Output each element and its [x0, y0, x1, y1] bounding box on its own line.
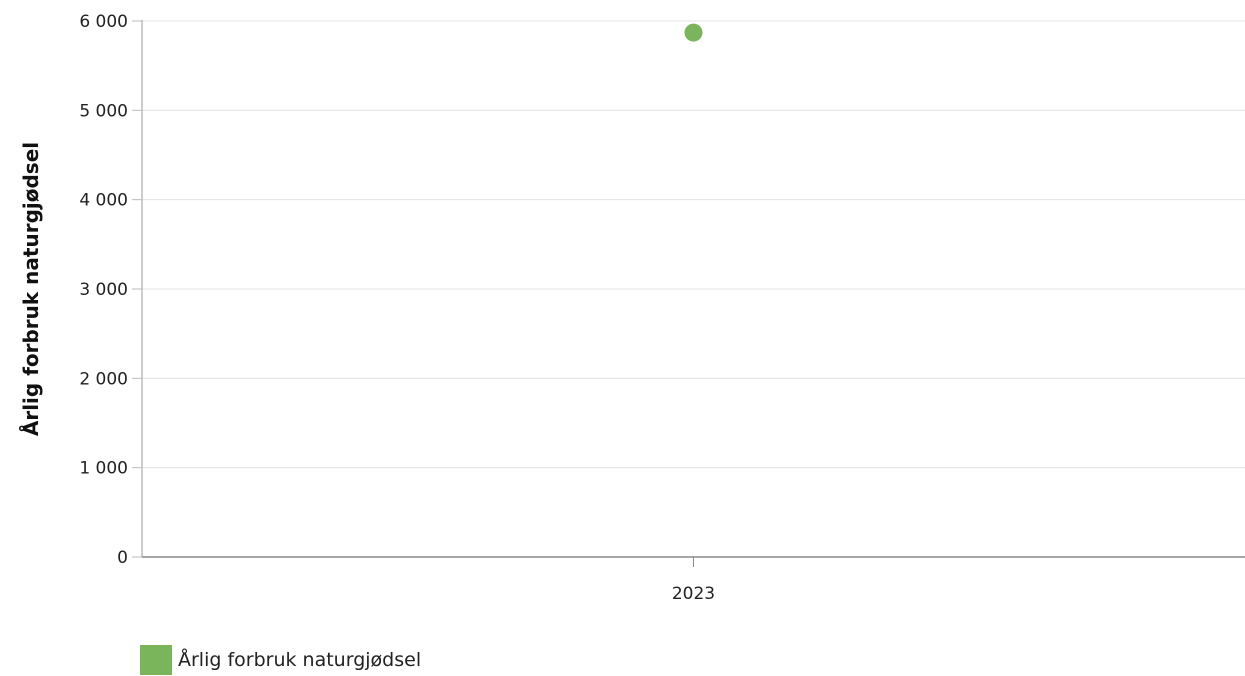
data-points	[684, 23, 703, 42]
y-tick-label: 1 000	[79, 459, 128, 479]
legend-swatch	[140, 645, 172, 675]
y-tick-label: 0	[117, 548, 128, 568]
legend-label: Årlig forbruk naturgjødsel	[178, 649, 422, 671]
y-tick-label: 4 000	[79, 191, 128, 211]
y-tick-labels: 0 1 000 2 000 3 000 4 000 5 000 6 000	[79, 12, 128, 568]
data-point[interactable]	[684, 23, 703, 42]
gridlines	[132, 20, 1245, 558]
x-tick-labels: 2023	[672, 557, 715, 604]
y-tick-label: 6 000	[79, 12, 128, 32]
y-tick-label: 2 000	[79, 369, 128, 389]
y-tick-label: 5 000	[79, 101, 128, 121]
legend: Årlig forbruk naturgjødsel	[140, 645, 421, 675]
y-tick-label: 3 000	[79, 280, 128, 300]
x-tick-label: 2023	[672, 584, 715, 604]
y-axis-title: Årlig forbruk naturgjødsel	[19, 142, 43, 436]
